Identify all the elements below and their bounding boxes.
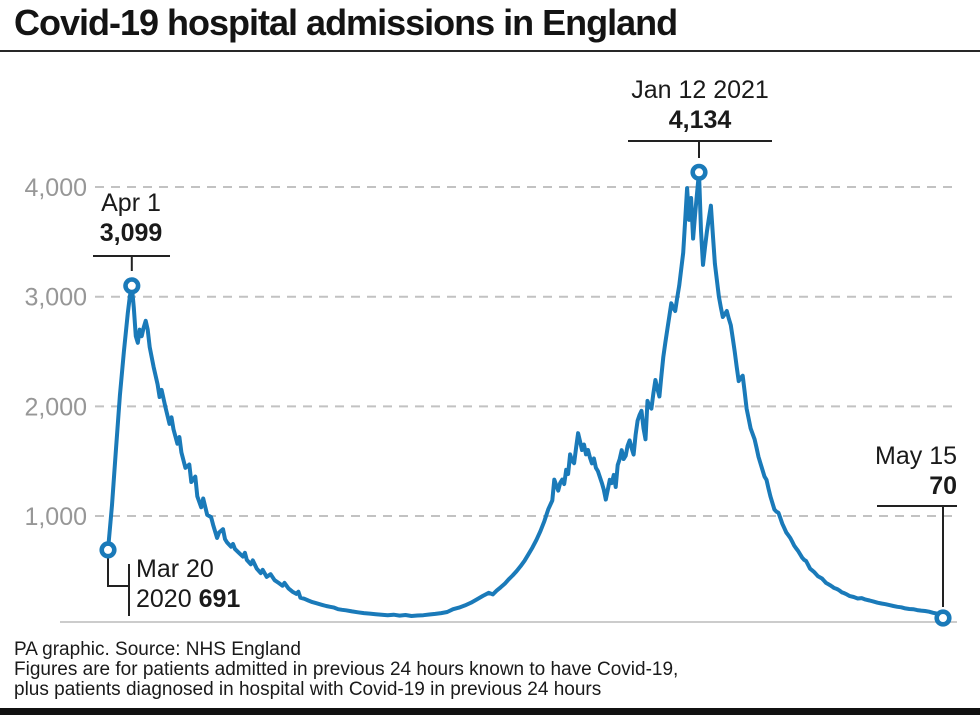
data-point-marker [690, 163, 708, 181]
data-point-marker [934, 609, 952, 627]
annotation-jan12: Jan 12 2021 4,134 [610, 75, 790, 135]
bottom-accent-bar [0, 708, 980, 715]
y-axis-label: 1,000 [24, 503, 87, 531]
admissions-line [106, 170, 945, 620]
annotation-date: Mar 20 [136, 555, 214, 583]
y-axis-label: 4,000 [24, 174, 87, 202]
note-line-1: Figures are for patients admitted in pre… [14, 659, 679, 680]
page-title: Covid-19 hospital admissions in England [14, 2, 678, 43]
y-axis-label: 3,000 [24, 284, 87, 312]
annotation-date: Apr 1 [101, 189, 161, 217]
note-line-2: plus patients diagnosed in hospital with… [14, 679, 602, 700]
annotation-value: 3,099 [99, 219, 163, 247]
source-line: PA graphic. Source: NHS England [14, 639, 301, 660]
annotation-may15: May 15 70 [807, 441, 957, 501]
annotation-date-value-line: 2020 691 [136, 584, 306, 614]
annotation-year: 2020 [136, 585, 192, 613]
annotation-date: Jan 12 2021 [631, 76, 769, 104]
annotation-value: 70 [929, 472, 957, 500]
annotation-mar20: Mar 20 2020 691 [136, 554, 306, 614]
annotation-date: May 15 [875, 442, 957, 470]
data-point-marker [99, 541, 117, 559]
data-point-marker [123, 277, 141, 295]
title-divider [0, 50, 980, 52]
source-note: PA graphic. Source: NHS England Figures … [14, 640, 678, 700]
y-axis-label: 2,000 [24, 393, 87, 421]
annotation-apr1: Apr 1 3,099 [61, 188, 201, 248]
annotation-value: 691 [198, 585, 241, 613]
annotation-value: 4,134 [668, 106, 732, 134]
